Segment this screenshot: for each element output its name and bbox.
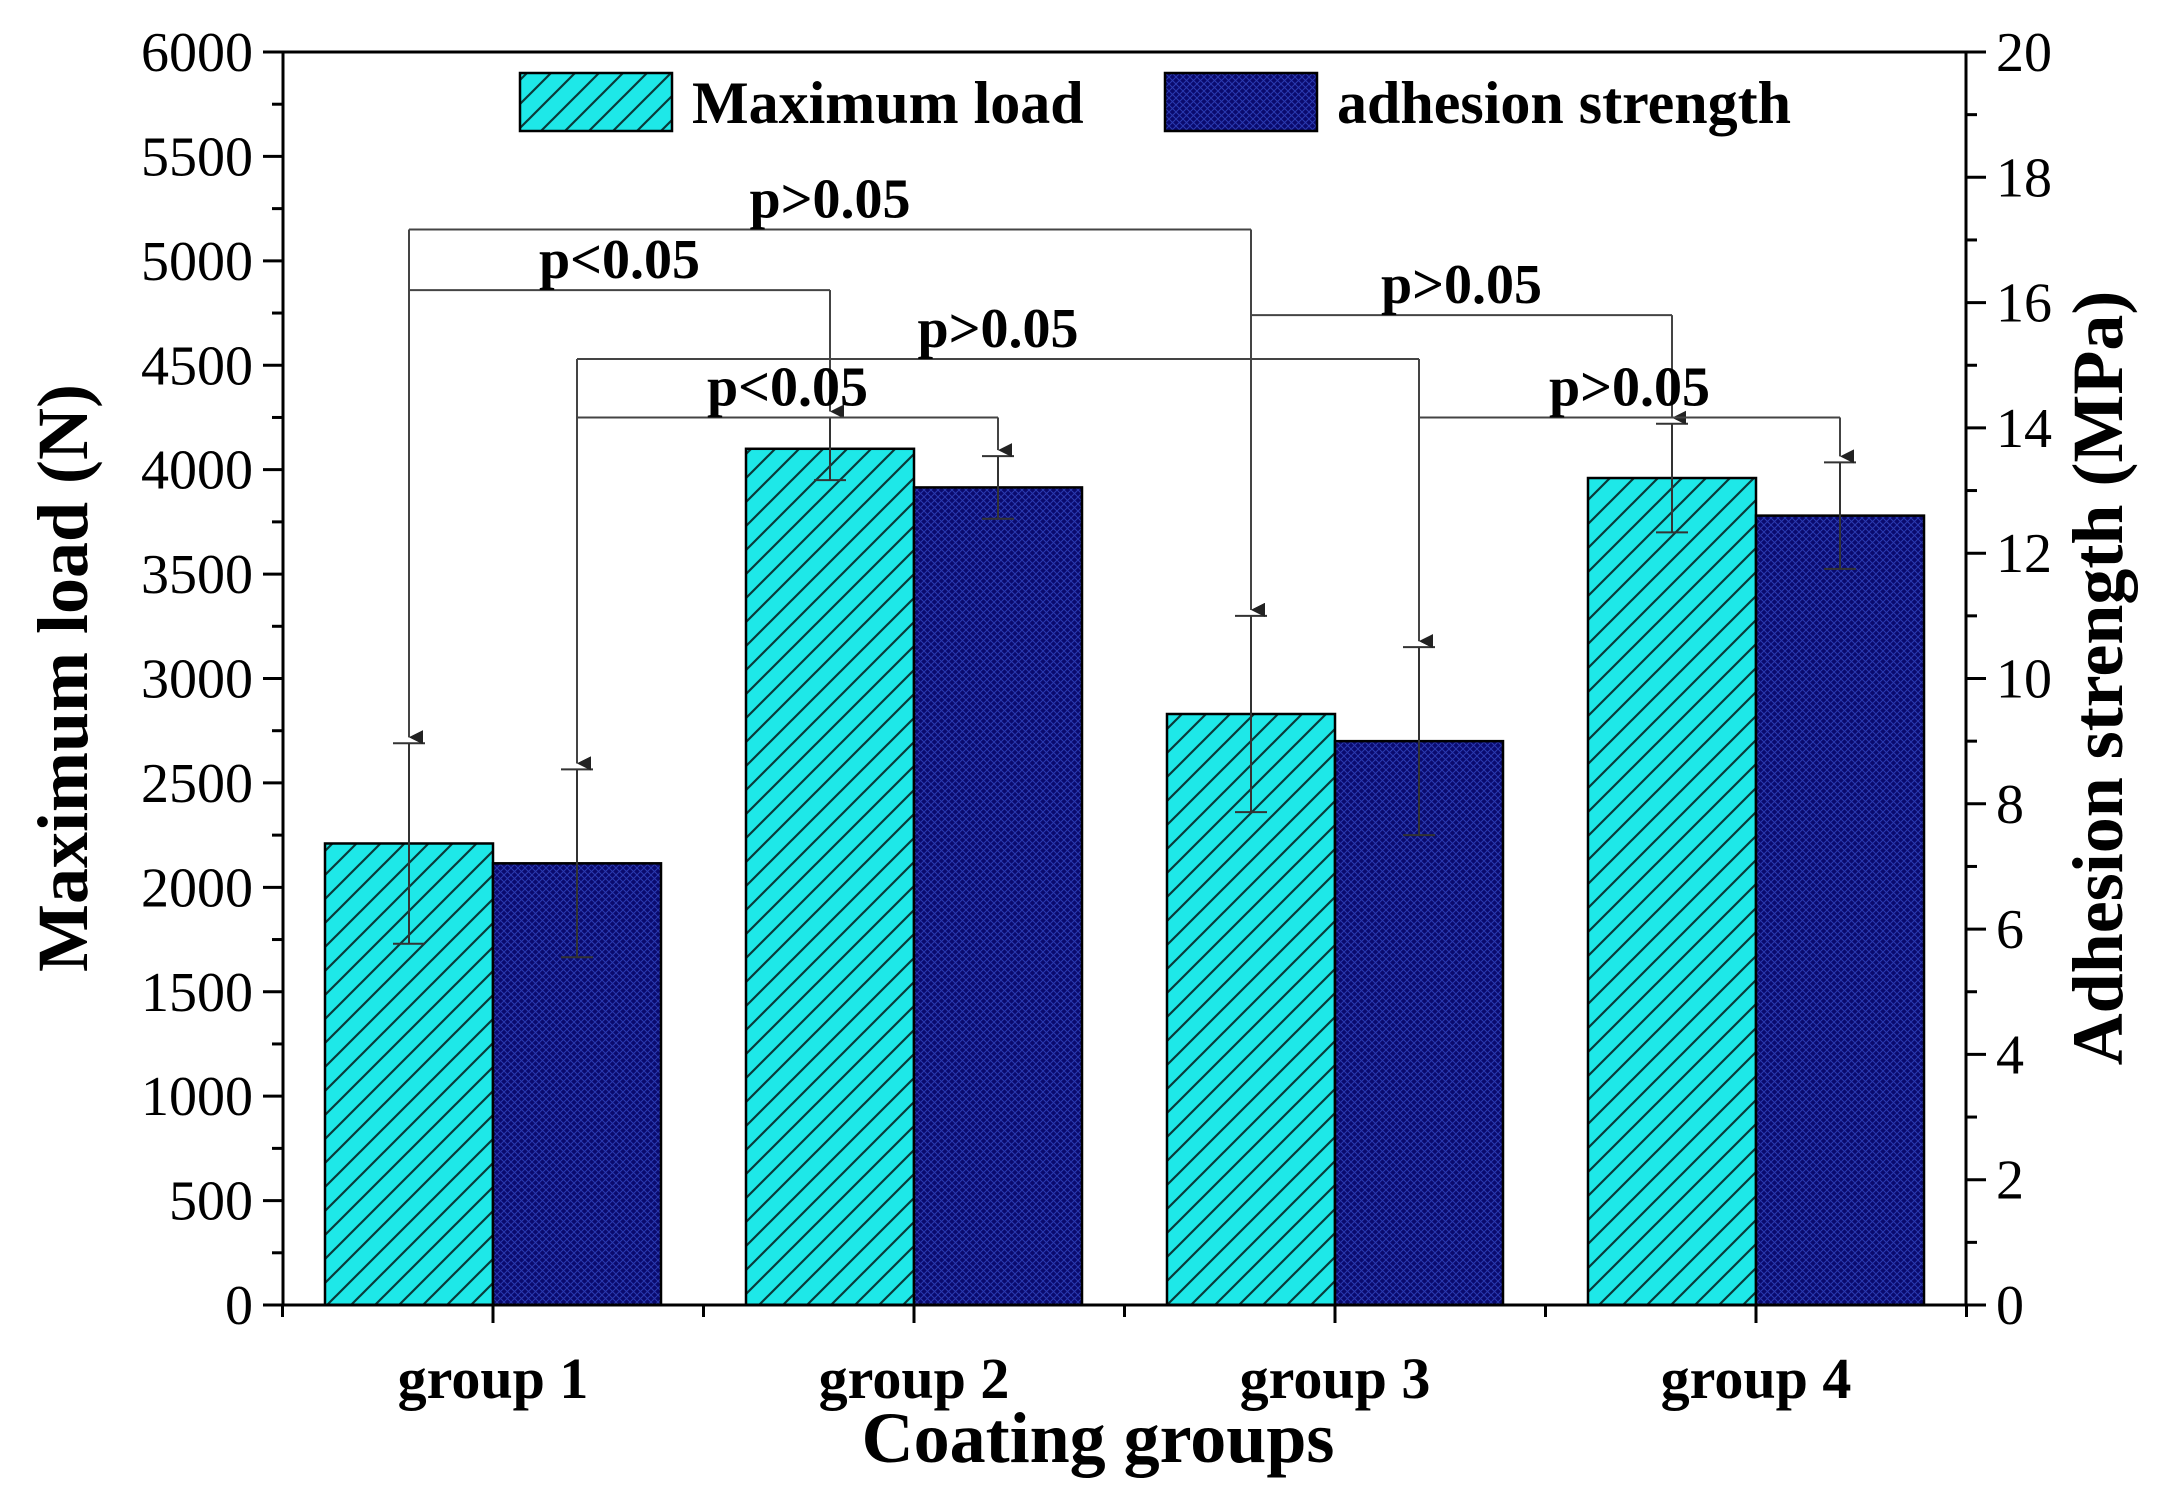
significance-label: p>0.05 bbox=[1549, 356, 1710, 418]
y2-tick-label: 4 bbox=[1996, 1024, 2024, 1086]
y-tick-label: 6000 bbox=[141, 22, 253, 84]
significance-label: p>0.05 bbox=[1381, 254, 1542, 316]
significance-label: p>0.05 bbox=[749, 169, 910, 231]
y-tick-label: 1500 bbox=[141, 962, 253, 1024]
y2-tick-label: 14 bbox=[1996, 398, 2052, 460]
y-tick-label: 2500 bbox=[141, 753, 253, 815]
significance-bracket-3: p>0.05 bbox=[1250, 254, 1686, 617]
legend-swatch-maximum-load bbox=[518, 71, 674, 133]
y2-tick-label: 18 bbox=[1996, 147, 2052, 209]
y-axis-title: Maximum load (N) bbox=[23, 384, 103, 972]
bars-layer bbox=[323, 447, 1926, 1307]
y2-tick-label: 20 bbox=[1996, 22, 2052, 84]
bar-adhesion-strength-2 bbox=[912, 486, 1084, 1307]
x-tick-label: group 3 bbox=[1240, 1346, 1431, 1411]
y2-tick-label: 16 bbox=[1996, 273, 2052, 335]
y2-tick-label: 0 bbox=[1996, 1275, 2024, 1337]
y-tick-label: 500 bbox=[169, 1171, 253, 1233]
bar-maximum-load-4 bbox=[1586, 476, 1758, 1307]
y2-tick-label: 12 bbox=[1996, 523, 2052, 585]
y2-tick-label: 6 bbox=[1996, 899, 2024, 961]
y2-tick-label: 10 bbox=[1996, 649, 2052, 711]
legend-swatch-adhesion-strength bbox=[1163, 71, 1319, 133]
error-bars-layer bbox=[393, 416, 1856, 959]
y-tick-label: 5500 bbox=[141, 126, 253, 188]
bar-maximum-load-2 bbox=[744, 447, 916, 1307]
legend-label-adhesion-strength: adhesion strength bbox=[1337, 70, 1791, 136]
y2-axis-title: Adhesion strength (MPa) bbox=[2058, 291, 2138, 1066]
y-tick-label: 3000 bbox=[141, 649, 253, 711]
significance-bracket-2: p<0.05 bbox=[408, 229, 844, 745]
significance-annotations: p>0.05p<0.05 p>0.05p>0.05p<0.05 p>0.05 bbox=[408, 169, 1854, 771]
significance-label: p<0.05 bbox=[539, 229, 700, 291]
significance-label: p<0.05 bbox=[707, 356, 868, 418]
significance-label: p>0.05 bbox=[917, 298, 1078, 360]
y-tick-label: 4000 bbox=[141, 440, 253, 502]
y-tick-label: 3500 bbox=[141, 544, 253, 606]
x-tick-label: group 2 bbox=[819, 1346, 1010, 1411]
significance-bracket-5: p<0.05 bbox=[576, 356, 1012, 771]
axes-layer: 0 500 1000 1500 2000 2500 3000 3500 4000 4500 5000… bbox=[141, 22, 2052, 1411]
y2-tick-label: 8 bbox=[1996, 774, 2024, 836]
y-tick-label: 0 bbox=[225, 1275, 253, 1337]
significance-bracket-1: p>0.05 bbox=[408, 169, 1265, 745]
significance-bracket-6: p>0.05 bbox=[1418, 356, 1854, 649]
y-tick-label: 2000 bbox=[141, 857, 253, 919]
legend-label-maximum-load: Maximum load bbox=[692, 70, 1084, 136]
x-tick-label: group 1 bbox=[398, 1346, 589, 1411]
y2-tick-label: 2 bbox=[1996, 1150, 2024, 1212]
y-tick-label: 4500 bbox=[141, 335, 253, 397]
y-tick-label: 5000 bbox=[141, 231, 253, 293]
x-axis-title: Coating groups bbox=[862, 1398, 1335, 1478]
x-tick-label: group 4 bbox=[1661, 1346, 1852, 1411]
y-tick-label: 1000 bbox=[141, 1066, 253, 1128]
bar-adhesion-strength-4 bbox=[1754, 514, 1926, 1307]
legend: Maximum load adhesion strength bbox=[518, 70, 1791, 136]
